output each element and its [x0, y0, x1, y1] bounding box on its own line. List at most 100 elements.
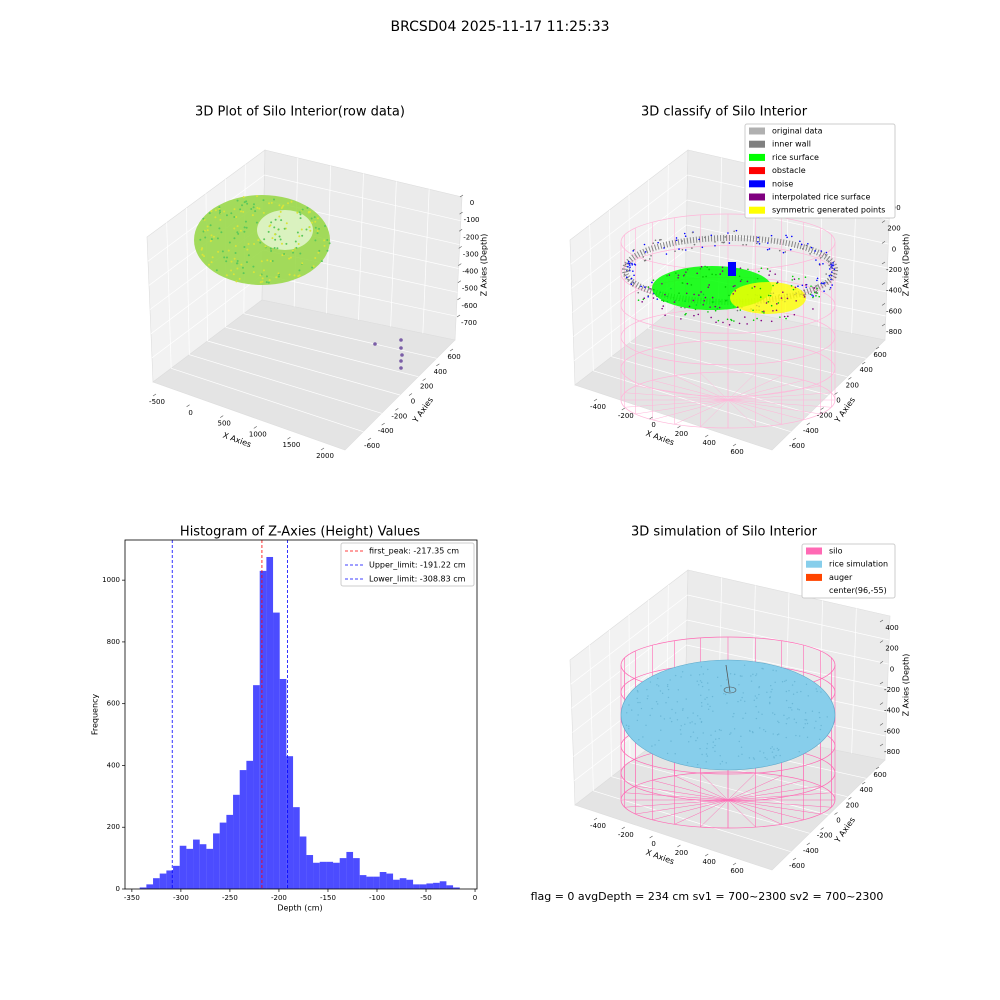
point	[829, 266, 832, 269]
point	[724, 236, 727, 238]
point	[724, 286, 727, 288]
bar	[226, 814, 234, 889]
bar	[153, 878, 160, 889]
tick-mark	[732, 443, 737, 447]
point	[819, 716, 821, 719]
point	[638, 738, 640, 741]
point	[816, 690, 818, 693]
point	[686, 282, 689, 285]
sym-blob	[730, 282, 806, 314]
point	[236, 259, 239, 262]
point	[679, 729, 682, 731]
point	[253, 242, 256, 245]
point	[241, 266, 244, 269]
tick-mark	[881, 261, 886, 265]
point	[301, 208, 304, 211]
tick-label: 500	[218, 420, 231, 428]
tick-label: 0	[836, 397, 840, 405]
point	[768, 274, 770, 276]
point	[771, 688, 773, 691]
tick-mark	[436, 363, 440, 367]
tick-mark	[848, 797, 852, 800]
point	[675, 239, 678, 242]
point	[298, 235, 301, 238]
point	[728, 294, 730, 297]
point	[328, 242, 331, 245]
point	[783, 714, 785, 717]
silo-wire	[624, 392, 729, 401]
point	[297, 243, 300, 246]
point	[696, 715, 699, 717]
point	[399, 366, 403, 370]
point	[288, 273, 291, 276]
pane-grid	[611, 356, 810, 414]
point	[714, 730, 717, 732]
point	[732, 715, 734, 718]
legend-swatch	[749, 180, 765, 188]
point	[815, 688, 817, 690]
point	[794, 286, 797, 289]
point	[733, 230, 735, 233]
point	[833, 272, 836, 275]
point	[642, 298, 645, 301]
point	[297, 275, 300, 278]
point	[706, 743, 709, 745]
point	[758, 270, 760, 273]
silo-wire	[727, 372, 756, 401]
x-axis-label: Depth (cm)	[277, 904, 322, 913]
point	[783, 315, 786, 318]
point	[678, 248, 680, 250]
point	[647, 695, 649, 697]
point	[373, 342, 377, 346]
point	[243, 226, 246, 229]
silo-wire	[700, 772, 729, 801]
point	[772, 669, 774, 671]
point	[740, 278, 743, 281]
point	[631, 709, 633, 711]
point	[648, 258, 651, 260]
tick-mark	[875, 766, 880, 770]
point	[280, 219, 283, 222]
point	[736, 306, 739, 308]
point	[233, 215, 236, 218]
tick-mark	[792, 437, 797, 441]
point	[798, 751, 800, 753]
point	[273, 198, 276, 201]
point	[805, 284, 807, 286]
point	[685, 292, 688, 295]
point	[775, 670, 777, 672]
point	[785, 679, 787, 682]
point	[666, 274, 668, 277]
legend-box	[801, 543, 896, 599]
point	[680, 725, 682, 727]
axes-3d: -400-2000200400600-600-400-2000200400600…	[569, 105, 911, 456]
legend-label: noise	[772, 179, 793, 188]
legend-box	[340, 542, 475, 587]
point	[830, 278, 832, 281]
tick-label: -600	[789, 862, 805, 870]
point	[776, 281, 779, 283]
tick-label: 200	[675, 430, 688, 438]
point	[230, 260, 233, 263]
point	[639, 701, 641, 704]
tick-mark	[458, 263, 462, 266]
tick-mark	[593, 398, 598, 402]
point	[640, 707, 643, 710]
point	[676, 719, 679, 721]
point	[296, 231, 299, 234]
point	[707, 703, 709, 705]
point	[733, 728, 736, 730]
point	[811, 710, 814, 712]
point	[768, 294, 770, 297]
point	[244, 220, 247, 223]
tick-mark	[459, 194, 464, 198]
silo-wire	[727, 779, 804, 801]
point	[737, 755, 740, 757]
silo-wire	[674, 399, 729, 425]
point	[637, 714, 639, 716]
point	[698, 238, 700, 241]
point	[695, 739, 697, 742]
point	[755, 705, 757, 708]
point	[784, 251, 787, 253]
point	[711, 301, 714, 303]
